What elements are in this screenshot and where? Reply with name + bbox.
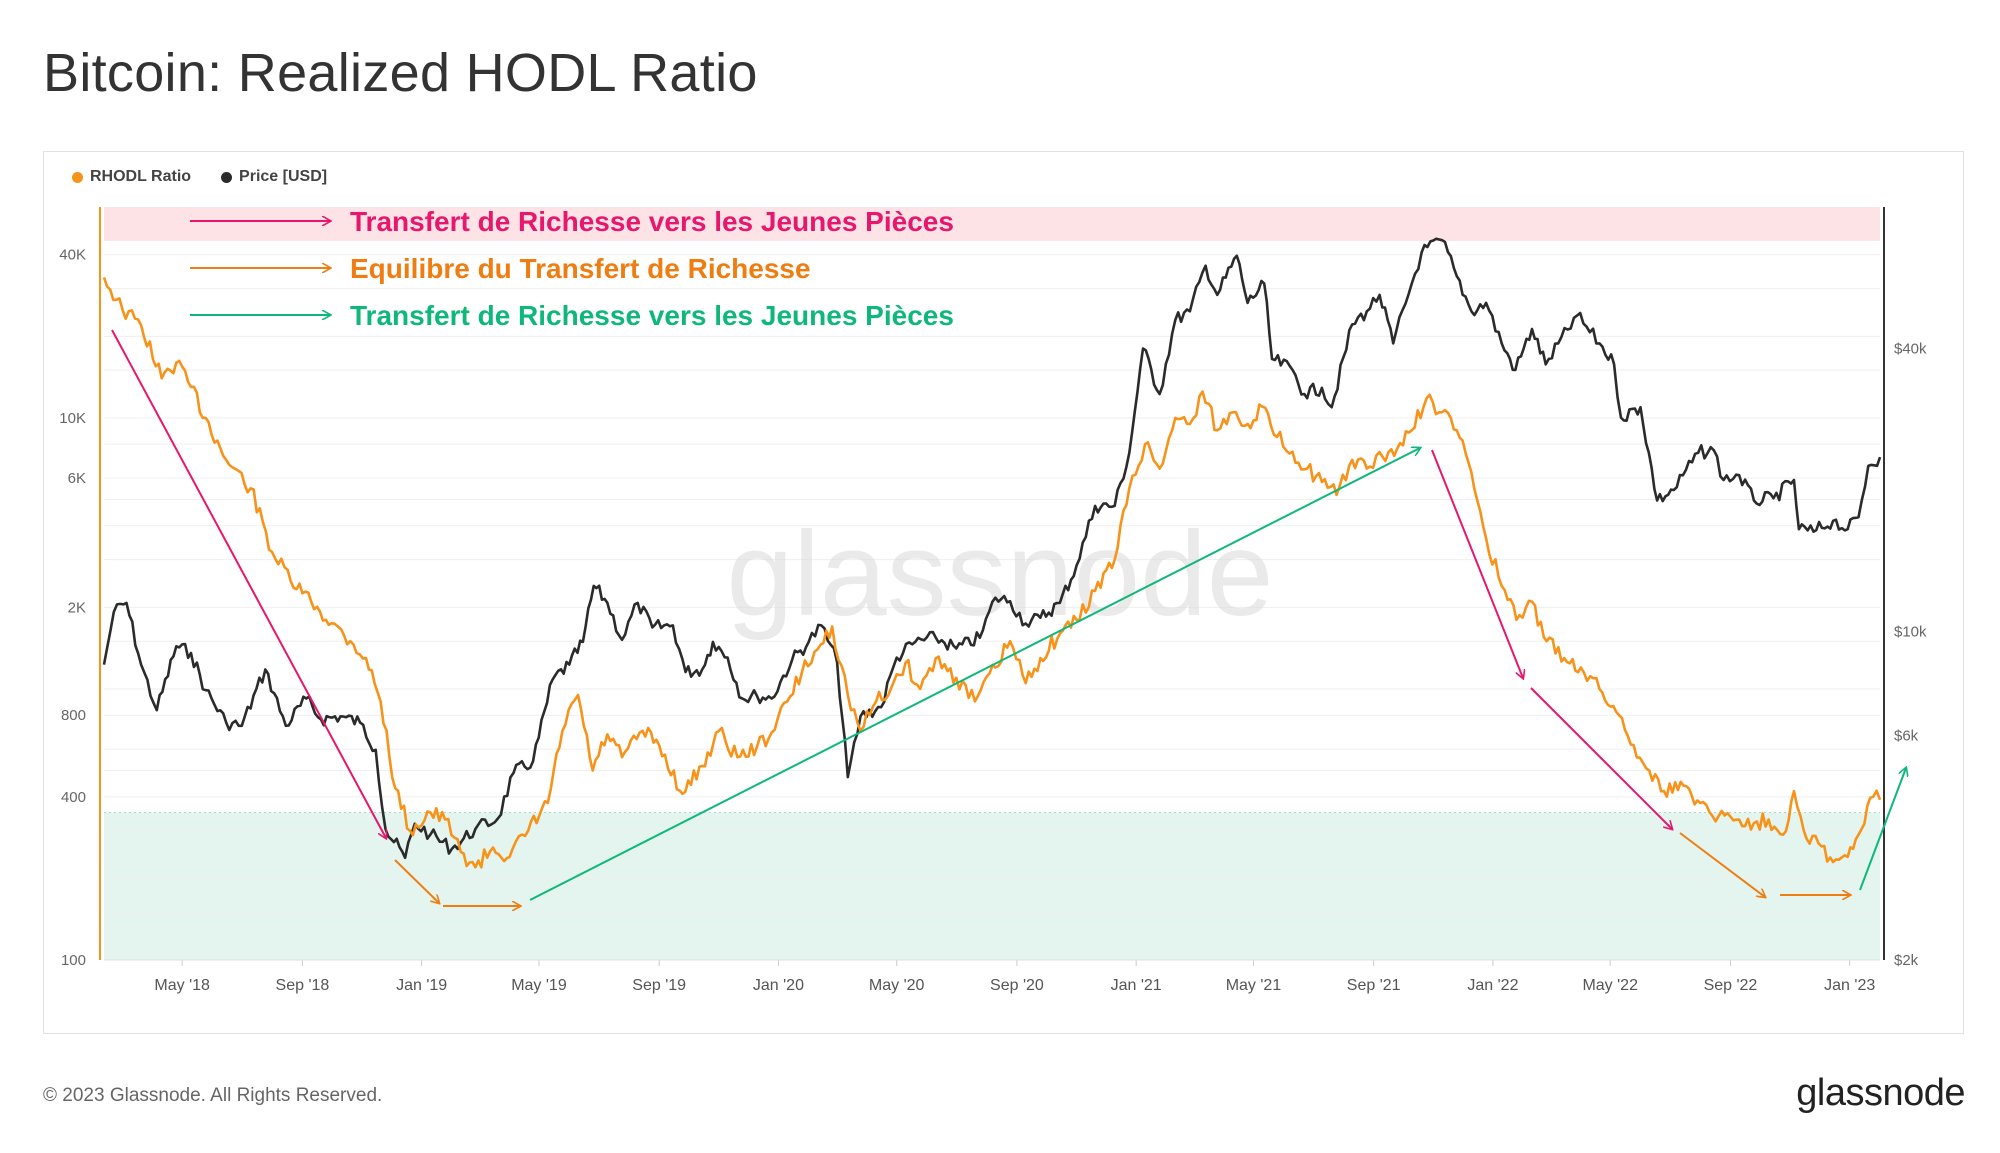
page-title: Bitcoin: Realized HODL Ratio <box>43 43 758 103</box>
y-right-tick-label: $2k <box>1894 952 1919 969</box>
y-left-tick-label: 800 <box>61 707 86 724</box>
x-tick-label: Sep '20 <box>990 977 1044 994</box>
legend-dot-rhodl <box>72 171 83 183</box>
chart-legend: RHODL Ratio Price [USD] <box>72 168 327 186</box>
bottom-band <box>104 812 1880 960</box>
trend-arrow-down-2022-b <box>1530 687 1672 829</box>
rhodl-line <box>102 276 1882 869</box>
y-right-tick-label: $40k <box>1894 340 1927 357</box>
legend-item-rhodl[interactable]: RHODL Ratio <box>72 168 191 186</box>
annotation-text: Equilibre du Transfert de Richesse <box>350 253 811 284</box>
x-tick-label: May '19 <box>511 977 567 994</box>
x-tick-label: Jan '23 <box>1824 977 1875 994</box>
trend-arrow-up-2023 <box>1859 768 1906 891</box>
watermark: glassnode <box>726 507 1273 641</box>
y-left-tick-label: 100 <box>61 952 86 969</box>
x-tick-label: May '22 <box>1582 977 1638 994</box>
x-tick-label: Sep '21 <box>1347 977 1401 994</box>
trend-arrow-down-2018 <box>111 329 386 838</box>
x-tick-label: May '18 <box>154 977 210 994</box>
y-right-tick-label: $6k <box>1894 728 1919 745</box>
price-line <box>102 237 1882 860</box>
annotation-text: Transfert de Richesse vers les Jeunes Pi… <box>350 206 954 237</box>
trend-arrow-down-2022-a <box>1431 449 1523 678</box>
legend-label-rhodl: RHODL Ratio <box>90 168 192 185</box>
legend-dot-price <box>221 171 233 183</box>
x-tick-label: Sep '18 <box>276 977 330 994</box>
glassnode-logo: glassnode <box>1796 1072 1965 1114</box>
annotation-text: Transfert de Richesse vers les Jeunes Pi… <box>350 300 954 331</box>
x-tick-label: May '20 <box>869 977 925 994</box>
y-left-tick-label: 2K <box>68 599 86 616</box>
trend-arrow-up-2019-2021 <box>529 448 1420 901</box>
x-tick-label: Sep '19 <box>632 977 686 994</box>
legend-item-price[interactable]: Price [USD] <box>221 168 327 186</box>
y-left-tick-label: 6K <box>68 470 86 487</box>
x-tick-label: Jan '21 <box>1111 977 1162 994</box>
y-right-tick-label: $10k <box>1894 623 1927 640</box>
footer-copyright: © 2023 Glassnode. All Rights Reserved. <box>43 1085 383 1106</box>
top-band <box>104 207 1880 241</box>
legend-label-price: Price [USD] <box>239 168 328 185</box>
x-tick-label: Jan '20 <box>753 977 804 994</box>
x-tick-label: Sep '22 <box>1704 977 1758 994</box>
y-left-tick-label: 400 <box>61 789 86 806</box>
y-left-tick-label: 40K <box>59 247 86 264</box>
trend-arrow-bottom-3 <box>1679 832 1765 897</box>
trend-arrow-bottom-1 <box>394 859 439 903</box>
y-left-tick-label: 10K <box>59 410 86 427</box>
x-tick-label: Jan '22 <box>1467 977 1518 994</box>
x-tick-label: May '21 <box>1226 977 1282 994</box>
x-tick-label: Jan '19 <box>396 977 447 994</box>
